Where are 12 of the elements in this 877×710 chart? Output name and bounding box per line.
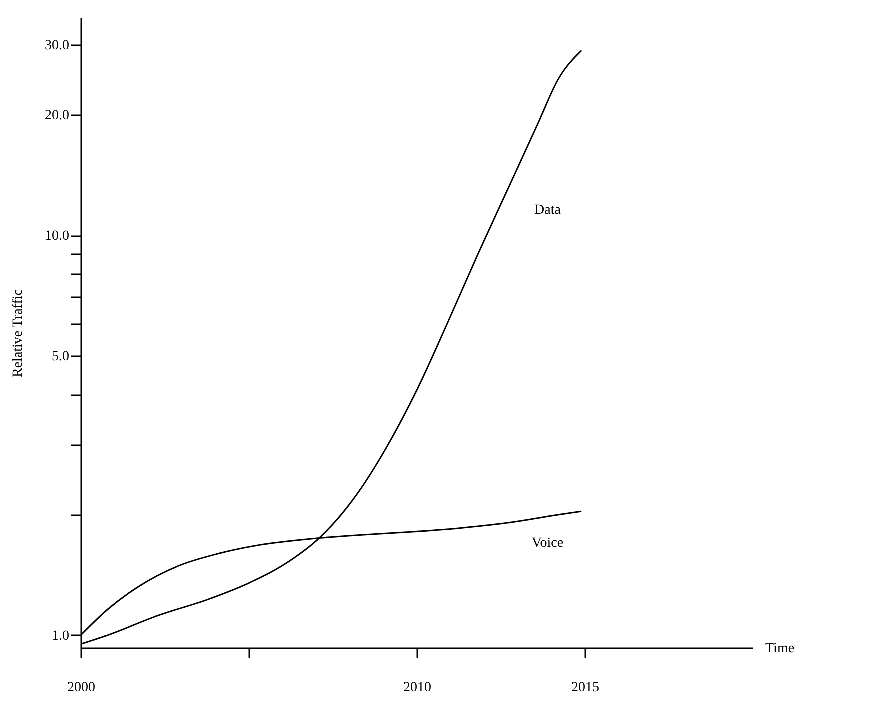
x-axis-title: Time [766, 642, 795, 656]
y-tick-label: 5.0 [52, 349, 70, 364]
x-tick-label: 2010 [404, 680, 432, 696]
y-tick-label: 10.0 [45, 229, 70, 244]
y-axis-title: Relative Traffic [11, 289, 26, 378]
y-tick-label: 1.0 [52, 628, 70, 644]
x-tick-label: 2015 [572, 680, 600, 696]
x-tick-label: 2000 [68, 680, 96, 696]
y-tick-label: 30.0 [45, 38, 70, 54]
series-label: Voice [532, 536, 564, 552]
y-tick-label: 20.0 [45, 108, 70, 124]
text: Data [534, 202, 562, 218]
